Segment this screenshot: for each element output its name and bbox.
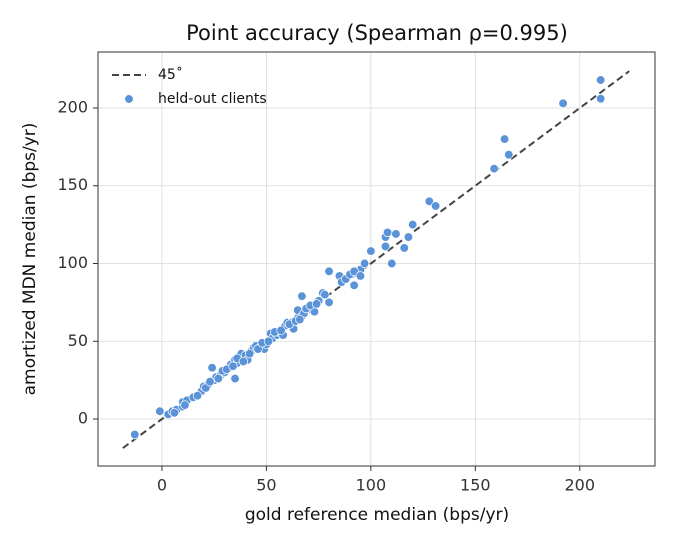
point	[403, 232, 414, 242]
legend-swatch	[124, 94, 134, 104]
x-tick-label: 50	[256, 476, 276, 495]
point	[424, 196, 435, 206]
legend-label: held-out clients	[158, 91, 267, 107]
y-tick-label: 150	[57, 175, 88, 194]
point	[382, 227, 393, 238]
x-tick-label: 100	[356, 476, 387, 495]
point	[320, 289, 330, 300]
point	[205, 377, 215, 387]
point	[504, 149, 514, 160]
point	[499, 134, 510, 144]
point	[297, 291, 307, 301]
point	[324, 266, 334, 276]
point	[324, 297, 334, 308]
y-axis-label: amortized MDN median (bps/yr)	[20, 123, 40, 396]
y-tick-label: 100	[57, 253, 88, 272]
y-tick-label: 50	[68, 331, 88, 350]
point	[366, 246, 376, 256]
point	[349, 266, 359, 276]
point	[399, 243, 409, 253]
point	[596, 94, 606, 104]
point	[238, 356, 249, 367]
point	[311, 299, 322, 309]
point	[349, 280, 359, 290]
plot-frame	[97, 51, 656, 467]
x-axis-label: gold reference median (bps/yr)	[245, 505, 509, 525]
point	[180, 400, 190, 410]
point	[169, 408, 180, 418]
x-tick-label: 200	[565, 476, 596, 495]
x-tick-label: 150	[460, 476, 491, 495]
point	[380, 241, 391, 252]
x-tick-label: 0	[157, 476, 167, 495]
point	[558, 98, 568, 108]
point	[355, 271, 366, 281]
point	[192, 391, 203, 401]
point	[391, 229, 401, 239]
point	[359, 258, 370, 269]
point	[295, 314, 305, 325]
point	[207, 363, 217, 373]
y-tick-label: 200	[57, 97, 88, 116]
point	[489, 163, 499, 174]
point	[228, 361, 238, 371]
point	[155, 406, 165, 416]
point	[130, 429, 140, 440]
point	[387, 258, 397, 269]
chart-title: Point accuracy (Spearman ρ=0.995)	[186, 21, 568, 45]
point	[230, 373, 240, 384]
point	[596, 75, 606, 85]
legend-label: 45˚	[158, 66, 183, 83]
point	[245, 349, 255, 359]
point	[407, 219, 418, 230]
y-tick-label: 0	[78, 409, 88, 428]
point	[263, 336, 274, 346]
point	[430, 201, 441, 211]
point	[276, 325, 286, 336]
point	[213, 373, 223, 384]
